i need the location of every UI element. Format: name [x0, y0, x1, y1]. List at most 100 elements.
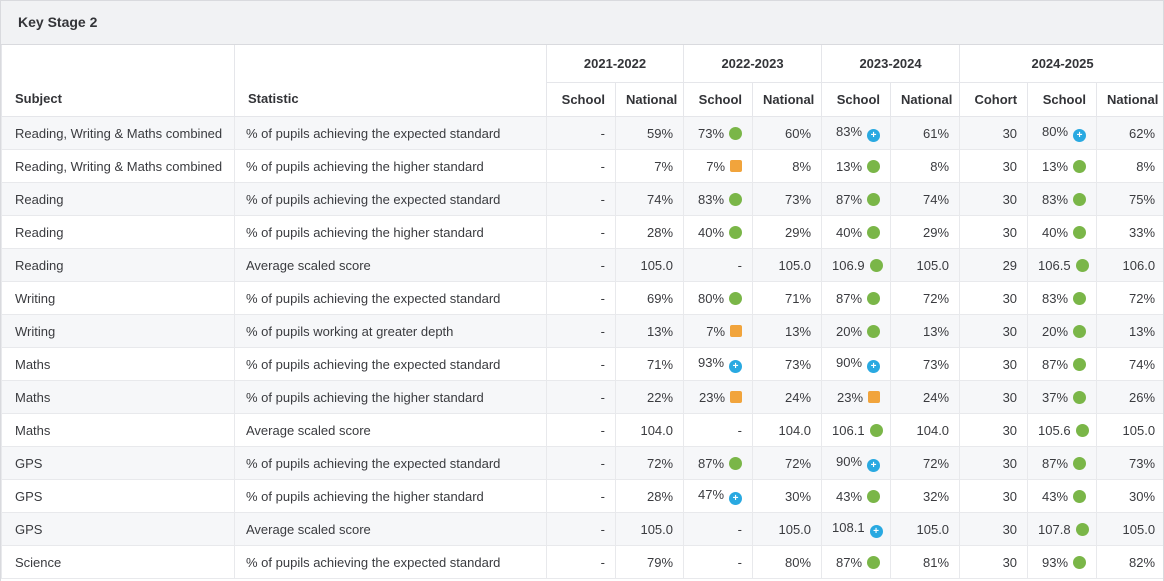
cell-value: 93% — [697, 355, 725, 370]
subject-cell: Reading, Writing & Maths combined — [1, 149, 235, 183]
value-cell: 80% — [683, 281, 754, 315]
cell-value: 106.5 — [1038, 257, 1071, 273]
green-circle-icon — [1073, 357, 1087, 371]
cell-value: 75% — [1129, 191, 1156, 207]
subject-cell: GPS — [1, 479, 235, 513]
cell-value: - — [600, 224, 605, 240]
value-cell: 7% — [683, 314, 754, 348]
value-cell: 105.0 — [752, 248, 823, 282]
green-circle-icon — [867, 324, 881, 338]
value-cell: 105.0 — [614, 248, 685, 282]
value-cell: 30 — [959, 149, 1029, 183]
value-cell: 74% — [614, 182, 685, 216]
value-cell: 83% — [1027, 182, 1098, 216]
cell-value: 72% — [646, 455, 674, 471]
cell-value: 24% — [785, 389, 812, 405]
value-cell: 22% — [614, 380, 685, 414]
green-circle-icon — [867, 192, 881, 206]
value-cell: 106.1 — [821, 413, 892, 447]
cell-value: - — [600, 488, 605, 504]
cell-value: 30 — [1002, 554, 1018, 570]
value-cell: 13% — [821, 149, 892, 183]
subject-cell: Writing — [1, 281, 235, 315]
blue-plus-icon: + — [867, 129, 881, 142]
subject-cell: Maths — [1, 347, 235, 381]
value-cell: 90% + — [821, 347, 892, 381]
orange-square-icon — [868, 390, 881, 403]
green-circle-icon — [729, 225, 743, 239]
value-cell: 87% — [683, 446, 754, 480]
cell-value: 105.0 — [640, 257, 674, 273]
cell-value: 13% — [646, 323, 674, 339]
value-cell: 106.5 — [1027, 248, 1098, 282]
cell-value: 80% — [1042, 124, 1069, 139]
value-cell: 13% — [752, 314, 823, 348]
value-cell: 87% — [821, 545, 892, 579]
cell-value: 30 — [1002, 488, 1018, 504]
subject-cell: Maths — [1, 413, 235, 447]
cell-value: 87% — [697, 455, 725, 471]
value-cell: 87% — [821, 281, 892, 315]
value-cell: 30 — [959, 380, 1029, 414]
subject-cell: Reading — [1, 248, 235, 282]
cell-value: 13% — [1042, 158, 1069, 174]
cell-value: 104.0 — [778, 422, 812, 438]
value-cell: 106.9 — [821, 248, 892, 282]
value-cell: 93% + — [683, 347, 754, 381]
cell-value: 29% — [785, 224, 812, 240]
cell-value: - — [600, 257, 605, 273]
value-cell: 26% — [1096, 380, 1163, 414]
statistic-cell: % of pupils working at greater depth — [234, 314, 547, 348]
cell-value: 106.0 — [1122, 257, 1156, 273]
cell-value: 80% — [785, 554, 812, 570]
subcol-header-national-2024-2025: National — [1096, 82, 1163, 117]
value-cell: 24% — [890, 380, 961, 414]
value-cell: 87% — [1027, 446, 1098, 480]
value-cell: 83% — [1027, 281, 1098, 315]
cell-value: 71% — [785, 290, 812, 306]
value-cell: 82% — [1096, 545, 1163, 579]
cell-value: 30% — [785, 488, 812, 504]
green-circle-icon — [867, 489, 881, 503]
value-cell: 73% — [1096, 446, 1163, 480]
value-cell: - — [546, 314, 616, 348]
value-cell: 73% — [752, 347, 823, 381]
year-header-2024-2025: 2024-2025 — [959, 45, 1163, 83]
value-cell: - — [546, 479, 616, 513]
cell-value: 61% — [923, 125, 950, 141]
cell-value: 79% — [646, 554, 674, 570]
value-cell: 30 — [959, 182, 1029, 216]
value-cell: 30 — [959, 545, 1029, 579]
value-cell: 47% + — [683, 479, 754, 513]
cell-value: 73% — [923, 356, 950, 372]
blue-plus-icon: + — [869, 525, 883, 538]
green-circle-icon — [729, 456, 743, 470]
value-cell: - — [546, 116, 616, 150]
value-cell: 30 — [959, 446, 1029, 480]
statistic-cell: % of pupils achieving the expected stand… — [234, 116, 547, 150]
cell-value: 20% — [836, 323, 863, 339]
cell-value: 90% — [836, 454, 863, 469]
cell-value: 29 — [1002, 257, 1018, 273]
subject-cell: Writing — [1, 314, 235, 348]
cell-value: - — [600, 290, 605, 306]
subcol-header-national-2022-2023: National — [752, 82, 823, 117]
cell-value: 83% — [1042, 191, 1069, 207]
blue-plus-icon: + — [729, 492, 743, 505]
value-cell: 105.6 — [1027, 413, 1098, 447]
cell-value: 13% — [923, 323, 950, 339]
green-circle-icon — [729, 126, 743, 140]
cell-value: 105.0 — [916, 521, 950, 537]
cell-value: 8% — [792, 158, 812, 174]
green-circle-icon — [1075, 522, 1089, 536]
value-cell: - — [546, 545, 616, 579]
cell-value: - — [737, 554, 743, 570]
green-circle-icon — [869, 423, 883, 437]
value-cell: 61% — [890, 116, 961, 150]
table-row: Reading Average scaled score - 105.0 - 105.0 1… — [1, 248, 1163, 282]
value-cell: 74% — [890, 182, 961, 216]
green-circle-icon — [1073, 291, 1087, 305]
subcol-header-school-2023-2024: School — [821, 82, 892, 117]
cell-value: 13% — [1129, 323, 1156, 339]
cell-value: 82% — [1129, 554, 1156, 570]
